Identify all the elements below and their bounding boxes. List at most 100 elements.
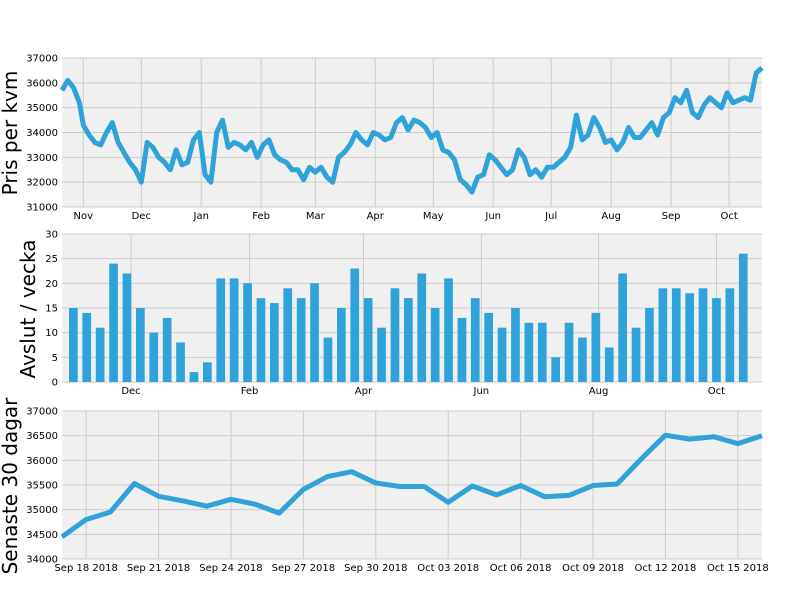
x-tick-label: Jun <box>473 386 490 397</box>
x-tick-label: Dec <box>132 211 151 222</box>
x-tick-label: Sep 30 2018 <box>344 563 407 574</box>
x-tick-label: Apr <box>367 211 385 222</box>
panel-3-y-ticks: 34000 34500 35000 35500 36000 36500 37000 <box>26 407 58 566</box>
bar <box>604 347 614 382</box>
x-tick-label: May <box>423 211 444 222</box>
bar <box>564 322 574 382</box>
bar <box>243 283 252 382</box>
y-tick-label: 34000 <box>26 555 58 566</box>
bar <box>337 308 346 382</box>
bar <box>712 298 721 382</box>
panel-3-line <box>60 432 763 539</box>
bar <box>685 293 694 382</box>
panel-2-y-ticks: 0 5 10 15 20 25 30 <box>45 230 58 389</box>
bar <box>738 253 748 382</box>
y-tick-label: 36500 <box>26 431 58 442</box>
bar <box>591 312 601 382</box>
x-tick-label: Feb <box>252 211 270 222</box>
bar <box>417 273 427 382</box>
x-tick-label: Sep 18 2018 <box>54 563 117 574</box>
y-tick-label: 20 <box>45 279 58 290</box>
panel-3-grid <box>62 410 762 560</box>
bar <box>484 312 493 382</box>
bar <box>430 308 440 382</box>
bar <box>109 263 118 382</box>
bar <box>457 317 467 382</box>
bar <box>122 273 132 382</box>
x-tick-label: Mar <box>306 211 326 222</box>
bar <box>136 308 145 382</box>
bar <box>404 298 413 382</box>
y-tick-label: 36000 <box>26 456 58 467</box>
series-line <box>59 66 764 195</box>
x-tick-label: Oct 06 2018 <box>490 563 552 574</box>
panel-3-x-ticks: Sep 18 2018 Sep 21 2018 Sep 24 2018 Sep 27 … <box>54 563 768 574</box>
y-tick-label: 31000 <box>26 203 58 214</box>
panel-price-per-sqm: 31000 32000 33000 34000 35000 36000 37000 Nov D… <box>0 54 764 222</box>
x-tick-label: Feb <box>241 386 259 397</box>
bar <box>551 357 560 382</box>
x-tick-label: Dec <box>121 386 140 397</box>
bar <box>323 337 333 382</box>
panel-2-y-axis-label: Avslut / vecka <box>16 240 40 379</box>
panel-1-x-ticks: Nov Dec Jan Feb Mar Apr May Jun Jul Aug Sep Oct <box>74 211 738 222</box>
panel-last-30-days: 34000 34500 35000 35500 36000 36500 37000 Sep … <box>0 397 769 575</box>
bar <box>283 288 293 382</box>
bar <box>470 298 480 382</box>
y-tick-label: 32000 <box>26 178 58 189</box>
panel-1-y-axis-label: Pris per kvm <box>0 71 22 196</box>
x-tick-label: Aug <box>601 211 621 222</box>
bar <box>82 312 92 382</box>
bar <box>537 322 547 382</box>
bar <box>578 337 587 382</box>
x-tick-label: Sep <box>662 211 681 222</box>
x-tick-label: Jun <box>484 211 501 222</box>
bar <box>189 372 199 382</box>
y-tick-label: 33000 <box>26 153 58 164</box>
x-tick-label: Oct 03 2018 <box>417 563 479 574</box>
bar <box>256 298 266 382</box>
y-tick-label: 35000 <box>26 103 58 114</box>
bar <box>671 288 681 382</box>
bar <box>377 327 386 382</box>
bar <box>162 317 172 382</box>
panel-1-line <box>59 66 764 195</box>
bar <box>203 362 212 382</box>
bar <box>69 308 78 382</box>
bar <box>511 308 520 382</box>
y-tick-label: 35500 <box>26 481 58 492</box>
bar <box>444 278 453 382</box>
bar <box>524 322 534 382</box>
x-tick-label: Aug <box>589 386 609 397</box>
bar <box>698 288 708 382</box>
bar <box>390 288 400 382</box>
y-tick-label: 37000 <box>26 54 58 65</box>
x-tick-label: Oct <box>708 386 725 397</box>
x-tick-label: Oct <box>720 211 737 222</box>
x-tick-label: Sep 21 2018 <box>127 563 190 574</box>
y-tick-label: 10 <box>45 328 58 339</box>
x-tick-label: Oct 15 2018 <box>707 563 769 574</box>
bar <box>310 283 319 382</box>
panel-2-bars <box>69 253 748 382</box>
bar <box>95 327 105 382</box>
bar <box>296 298 306 382</box>
bar <box>645 308 654 382</box>
series-line <box>60 432 763 539</box>
x-tick-label: Oct 09 2018 <box>562 563 624 574</box>
y-tick-label: 34500 <box>26 530 58 541</box>
y-tick-label: 15 <box>45 304 58 315</box>
x-tick-label: Jan <box>193 211 209 222</box>
x-tick-label: Oct 12 2018 <box>635 563 697 574</box>
y-tick-label: 5 <box>52 353 58 364</box>
x-tick-label: Jul <box>544 211 557 222</box>
bar <box>350 268 360 382</box>
bar <box>149 332 159 382</box>
y-tick-label: 37000 <box>26 407 58 418</box>
y-tick-label: 34000 <box>26 128 58 139</box>
x-tick-label: Sep 24 2018 <box>199 563 262 574</box>
y-tick-label: 35000 <box>26 505 58 516</box>
panel-deals-per-week: 0 5 10 15 20 25 30 Dec Feb Apr Jun Aug Oct Avslut /… <box>16 230 762 397</box>
y-tick-label: 36000 <box>26 78 58 89</box>
